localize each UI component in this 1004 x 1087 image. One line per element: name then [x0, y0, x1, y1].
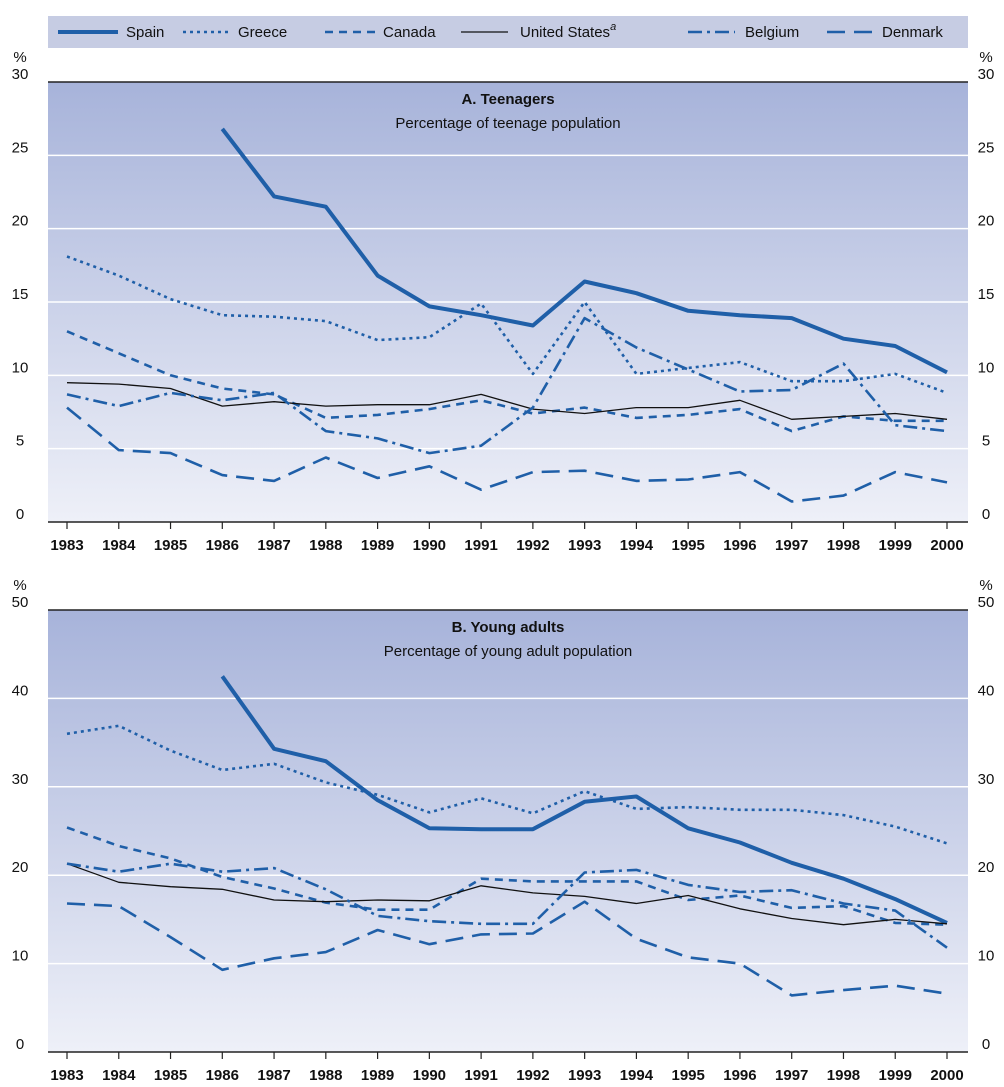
panel-title: B. Young adults: [452, 619, 565, 636]
x-tick-label: 1984: [102, 537, 136, 554]
x-tick-label: 1991: [464, 537, 497, 554]
y-unit-right: %: [979, 49, 992, 66]
legend-name: Denmark: [882, 24, 943, 41]
x-tick-label: 1996: [723, 1067, 756, 1084]
x-tick-label: 1985: [154, 537, 187, 554]
series-line: [66, 316, 948, 455]
y-tick-label: 20: [12, 213, 29, 230]
legend-label: United Statesa: [520, 21, 616, 41]
x-tick-label: 1993: [568, 537, 601, 554]
x-tick-label: 1989: [361, 1067, 394, 1084]
x-tick-label: 1995: [671, 537, 704, 554]
y-unit-right: %: [979, 577, 992, 594]
x-tick-label: 1998: [827, 1067, 860, 1084]
x-tick-label: 2000: [930, 537, 963, 554]
x-tick-label: 1997: [775, 537, 808, 554]
x-tick-label: 1988: [309, 537, 342, 554]
y-tick-label-right: 20: [978, 213, 995, 230]
legend-label: Belgium: [745, 24, 799, 41]
y-tick-label-right: 0: [982, 506, 990, 523]
panel-subtitle: Percentage of young adult population: [384, 643, 633, 660]
x-tick-label: 1994: [620, 537, 654, 554]
y-tick-label: 0: [16, 506, 24, 523]
x-tick-label: 1992: [516, 1067, 549, 1084]
x-tick-label: 1989: [361, 537, 394, 554]
x-tick-label: 1987: [257, 537, 290, 554]
x-tick-label: 1998: [827, 537, 860, 554]
x-tick-label: 1985: [154, 1067, 187, 1084]
y-tick-label-right: 40: [978, 682, 995, 699]
x-tick-label: 2000: [930, 1067, 963, 1084]
y-tick-label: 30: [12, 66, 29, 83]
series-line: [66, 826, 948, 926]
y-tick-label-right: 10: [978, 359, 995, 376]
series-line: [66, 724, 948, 845]
series-line: [66, 863, 948, 926]
y-tick-label-right: 5: [982, 433, 990, 450]
y-unit: %: [13, 49, 26, 66]
y-tick-label: 50: [12, 594, 29, 611]
x-tick-label: 1990: [413, 537, 446, 554]
y-tick-label-right: 30: [978, 771, 995, 788]
x-tick-label: 1987: [257, 1067, 290, 1084]
x-tick-label: 1999: [879, 537, 912, 554]
legend-label: Canada: [383, 24, 436, 41]
y-tick-label: 15: [12, 286, 29, 303]
legend-name: Belgium: [745, 24, 799, 41]
legend-note: a: [610, 21, 616, 33]
legend-label: Spain: [126, 24, 164, 41]
x-tick-label: 1988: [309, 1067, 342, 1084]
legend-name: Spain: [126, 24, 164, 41]
y-tick-label: 30: [12, 771, 29, 788]
y-tick-label-right: 10: [978, 948, 995, 965]
y-tick-label-right: 20: [978, 859, 995, 876]
y-tick-label: 25: [12, 139, 29, 156]
series-line: [66, 862, 948, 949]
x-tick-label: 1990: [413, 1067, 446, 1084]
x-tick-label: 1997: [775, 1067, 808, 1084]
y-tick-label: 0: [16, 1036, 24, 1053]
y-tick-label-right: 25: [978, 139, 995, 156]
x-tick-label: 1991: [464, 1067, 497, 1084]
panel-subtitle: Percentage of teenage population: [395, 115, 620, 132]
series-line: [220, 675, 948, 925]
series-line: [220, 127, 948, 375]
x-tick-label: 1983: [50, 537, 83, 554]
legend-label: Denmark: [882, 24, 943, 41]
x-tick-label: 1993: [568, 1067, 601, 1084]
y-tick-label: 20: [12, 859, 29, 876]
y-tick-label-right: 15: [978, 286, 995, 303]
panel-title: A. Teenagers: [461, 91, 554, 108]
series-line: [66, 900, 948, 997]
series-line: [66, 406, 948, 503]
legend-name: Canada: [383, 24, 436, 41]
y-tick-label-right: 0: [982, 1036, 990, 1053]
legend-name: United States: [520, 24, 610, 41]
legend-name: Greece: [238, 24, 287, 41]
y-tick-label-right: 30: [978, 66, 995, 83]
y-tick-label: 10: [12, 359, 29, 376]
y-tick-label: 10: [12, 948, 29, 965]
x-tick-label: 1986: [206, 537, 239, 554]
series-line: [66, 382, 948, 420]
legend-label: Greece: [238, 24, 287, 41]
x-tick-label: 1983: [50, 1067, 83, 1084]
y-tick-label: 5: [16, 433, 24, 450]
y-tick-label: 40: [12, 682, 29, 699]
series-line: [66, 330, 947, 433]
y-tick-label-right: 50: [978, 594, 995, 611]
x-tick-label: 1995: [671, 1067, 704, 1084]
x-tick-label: 1994: [620, 1067, 654, 1084]
x-tick-label: 1986: [206, 1067, 239, 1084]
x-tick-label: 1992: [516, 537, 549, 554]
x-tick-label: 1999: [879, 1067, 912, 1084]
x-tick-label: 1996: [723, 537, 756, 554]
y-unit: %: [13, 577, 26, 594]
x-tick-label: 1984: [102, 1067, 136, 1084]
